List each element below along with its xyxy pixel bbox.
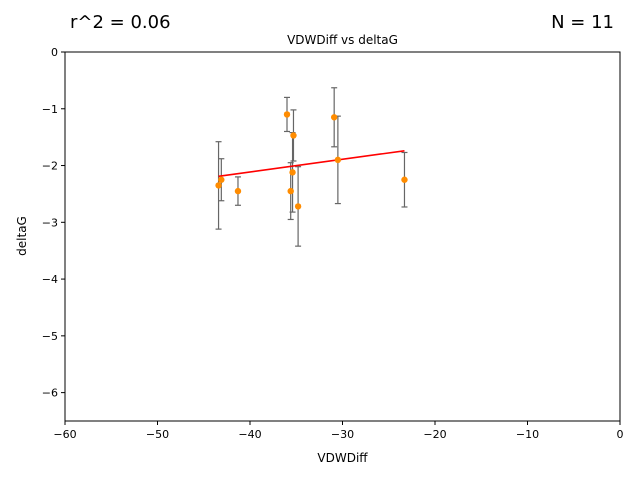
x-axis-label: VDWDiff [317,451,368,465]
x-tick-label: −60 [53,428,76,441]
x-tick-label: −50 [146,428,169,441]
data-point [290,132,297,139]
data-point [218,176,225,183]
plot-frame [64,51,621,422]
x-tick-label: −30 [331,428,354,441]
x-tick-label: −40 [238,428,261,441]
y-tick-label: −2 [42,160,58,173]
r-squared-annotation: r^2 = 0.06 [70,12,171,33]
y-tick-label: −5 [42,330,58,343]
data-point [283,111,291,118]
y-tick-label: −3 [42,216,58,229]
data-point [234,187,242,195]
sample-count-annotation: N = 11 [551,12,614,33]
x-tick-label: −20 [423,428,446,441]
chart-title: VDWDiff vs deltaG [287,33,398,47]
data-point [215,182,222,189]
y-axis-label: deltaG [15,216,29,256]
regression-line [218,149,405,178]
y-tick-label: −1 [42,103,58,116]
y-tick-label: 0 [51,46,58,59]
y-tick-label: −6 [42,387,58,400]
data-point [287,187,294,195]
data-point [330,114,338,121]
x-tick-label: 0 [617,428,624,441]
x-tick-label: −10 [516,428,539,441]
data-point [294,203,302,210]
data-point [289,169,296,176]
data-point [401,176,408,183]
data-point [334,156,342,164]
y-tick-label: −4 [42,273,58,286]
